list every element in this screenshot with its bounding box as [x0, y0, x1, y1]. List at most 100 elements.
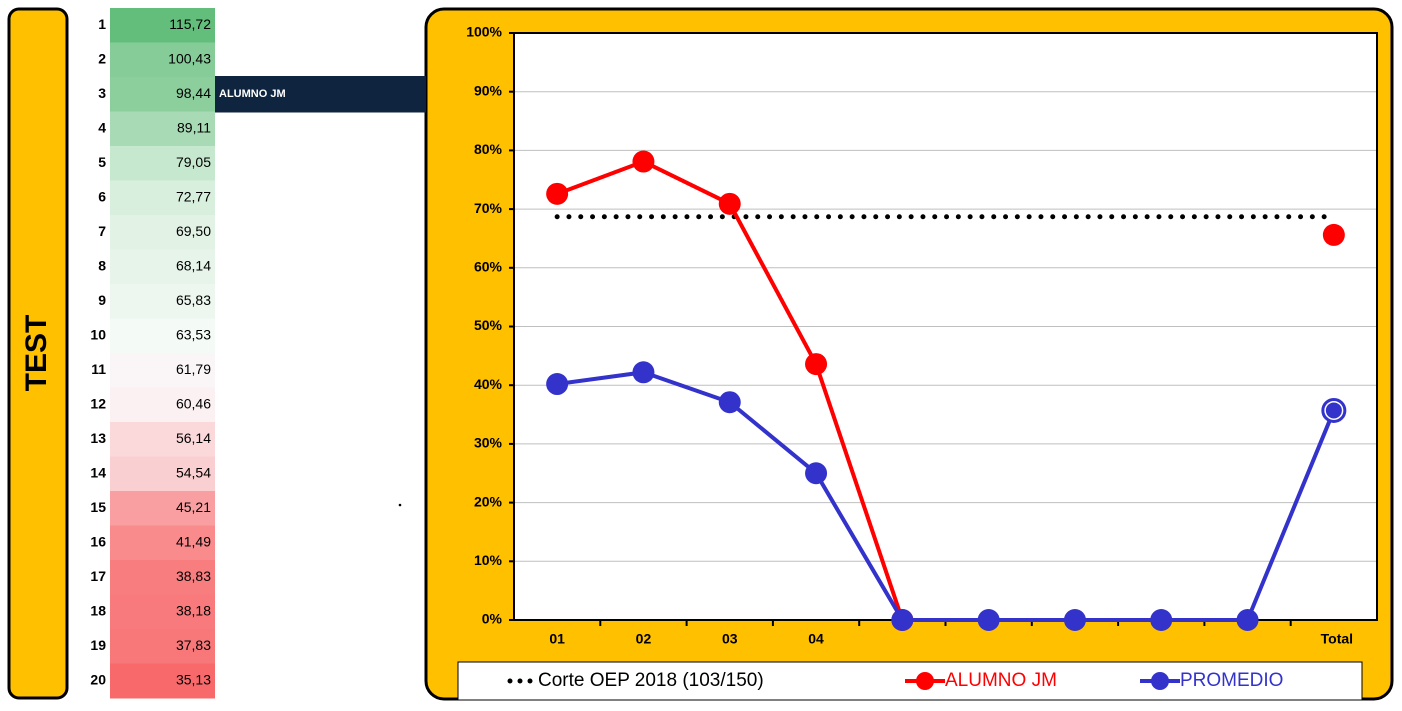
rank: 15 — [90, 499, 106, 515]
marker — [1063, 609, 1086, 631]
score: 68,14 — [176, 257, 211, 273]
side-panel — [7, 7, 69, 700]
legend-label: Corte OEP 2018 (103/150) — [538, 670, 764, 691]
score-cell — [110, 77, 215, 112]
score: 60,46 — [176, 395, 211, 411]
highlight-bar — [215, 76, 426, 113]
marker — [718, 391, 741, 414]
y-tick-label: 100% — [466, 24, 502, 40]
score-cell — [110, 663, 215, 699]
x-tick-label: 03 — [722, 631, 738, 647]
x-tick-label: 01 — [549, 631, 565, 647]
legend-label: ALUMNO JM — [945, 670, 1057, 691]
score: 65,83 — [176, 292, 211, 308]
marker — [632, 361, 655, 384]
rank: 2 — [98, 50, 106, 66]
rank: 14 — [90, 464, 106, 480]
score: 38,83 — [176, 568, 211, 584]
legend-box — [457, 661, 1363, 701]
rank: 4 — [98, 119, 106, 135]
score-cell — [110, 8, 215, 43]
score: 115,72 — [169, 16, 211, 32]
y-tick-label: 0% — [482, 611, 503, 627]
score-cell — [110, 387, 215, 423]
score-cell — [110, 422, 215, 457]
score: 79,05 — [176, 154, 211, 170]
score-cell — [110, 353, 215, 388]
y-tick-label: 10% — [474, 552, 503, 568]
legend-swatch — [517, 678, 523, 684]
score: 45,21 — [176, 499, 211, 515]
score: 41,49 — [176, 533, 211, 549]
score-cell — [110, 318, 215, 354]
score: 100,43 — [168, 50, 211, 66]
marker-inner — [1325, 402, 1342, 419]
side-label: TEST — [20, 315, 53, 392]
rank: 9 — [98, 292, 106, 308]
y-tick-label: 30% — [474, 435, 503, 451]
legend-swatch — [1151, 672, 1169, 690]
score-cell — [110, 525, 215, 561]
score-cell — [110, 215, 215, 250]
rank: 18 — [90, 602, 106, 618]
score: 89,11 — [177, 119, 211, 135]
score-cell — [110, 560, 215, 595]
y-tick-label: 90% — [474, 82, 503, 98]
rank: 5 — [98, 154, 106, 170]
y-tick-label: 60% — [474, 259, 503, 275]
score-cell — [110, 249, 215, 285]
score-cell — [110, 42, 215, 78]
rank: 19 — [90, 637, 106, 653]
rank: 6 — [98, 188, 106, 204]
legend-label: PROMEDIO — [1180, 670, 1283, 691]
marker — [805, 353, 828, 376]
y-tick-label: 40% — [474, 376, 503, 392]
marker — [1150, 609, 1173, 631]
score: 37,83 — [176, 637, 211, 653]
dot — [398, 503, 402, 507]
rank: 7 — [98, 223, 106, 239]
score: 63,53 — [176, 326, 211, 342]
rank: 10 — [90, 326, 106, 342]
marker — [891, 609, 914, 631]
score: 98,44 — [176, 85, 211, 101]
rank: 3 — [98, 85, 106, 101]
score: 38,18 — [176, 602, 211, 618]
score-cell — [110, 629, 215, 664]
legend-swatch — [507, 678, 513, 684]
y-tick-label: 50% — [474, 317, 503, 333]
score-cell — [110, 594, 215, 630]
score-cell — [110, 146, 215, 181]
rank: 11 — [91, 361, 106, 377]
marker — [1322, 223, 1345, 246]
highlight-label: ALUMNO JM — [219, 88, 286, 100]
rank: 12 — [90, 395, 106, 411]
rank: 17 — [90, 568, 106, 584]
marker — [546, 373, 569, 396]
score-cell — [110, 491, 215, 526]
score-cell — [110, 456, 215, 492]
rank: 1 — [98, 16, 106, 32]
score: 35,13 — [176, 671, 211, 687]
score-cell — [110, 111, 215, 147]
score: 54,54 — [176, 464, 211, 480]
series-line — [555, 370, 1336, 622]
rank: 16 — [90, 533, 106, 549]
score: 61,79 — [176, 361, 211, 377]
legend-swatch — [527, 678, 533, 684]
legend-swatch — [916, 672, 934, 690]
score: 69,50 — [176, 223, 211, 239]
y-tick-label: 20% — [474, 493, 503, 509]
x-tick-label: 02 — [636, 631, 652, 647]
marker — [546, 182, 569, 205]
marker — [632, 150, 655, 173]
score-cell — [110, 180, 215, 216]
score-cell — [110, 284, 215, 319]
x-tick-label: Total — [1321, 631, 1353, 647]
marker — [1236, 609, 1259, 631]
x-tick-label: 04 — [808, 631, 824, 647]
marker — [977, 609, 1000, 631]
y-tick-label: 70% — [474, 200, 503, 216]
y-tick-label: 80% — [474, 141, 503, 157]
rank: 13 — [90, 430, 106, 446]
